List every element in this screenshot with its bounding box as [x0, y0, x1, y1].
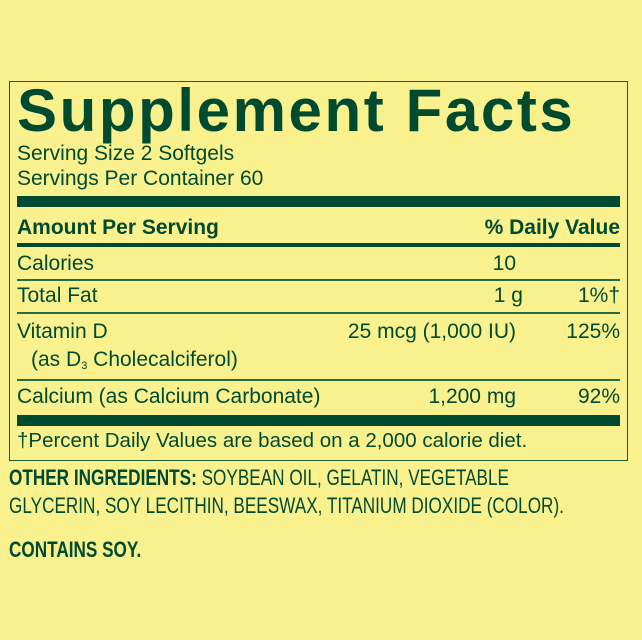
supplement-facts-panel	[9, 81, 628, 461]
row-calcium-name: Calcium (as Calcium Carbonate)	[17, 385, 321, 408]
row-vitamin-d-dv: 125%	[566, 320, 620, 343]
row-calories-name: Calories	[17, 252, 95, 275]
serving-size: Serving Size 2 Softgels	[17, 142, 235, 165]
source-suffix: Cholecalciferol)	[87, 348, 238, 371]
other-ingredients-line-1: OTHER INGREDIENTS: SOYBEAN OIL, GELATIN,…	[9, 465, 509, 491]
other-ingredients-label: OTHER INGREDIENTS:	[9, 465, 197, 490]
allergen-statement: CONTAINS SOY.	[9, 537, 142, 562]
row-divider	[17, 379, 620, 381]
other-ingredients-line-2: GLYCERIN, SOY LECITHIN, BEESWAX, TITANIU…	[9, 493, 564, 518]
row-divider	[17, 279, 620, 281]
row-total-fat-dv: 1%†	[577, 284, 620, 307]
row-total-fat-name: Total Fat	[17, 284, 98, 307]
source-subscript: 3	[81, 360, 88, 372]
thick-divider	[17, 415, 620, 426]
footnote: †Percent Daily Values are based on a 2,0…	[17, 429, 528, 452]
row-vitamin-d-amount: 25 mcg (1,000 IU)	[347, 320, 516, 343]
row-vitamin-d-name: Vitamin D	[17, 320, 108, 343]
row-calcium-amount: 1,200 mg	[428, 385, 516, 408]
other-ingredients-text: SOYBEAN OIL, GELATIN, VEGETABLE	[196, 465, 509, 490]
source-prefix: (as D	[31, 348, 82, 371]
amount-per-serving-header: Amount Per Serving	[17, 216, 219, 239]
row-calories-amount: 10	[492, 252, 516, 275]
panel-title: Supplement Facts	[17, 77, 576, 144]
thick-divider	[17, 196, 620, 207]
header-divider	[17, 243, 620, 247]
row-vitamin-d-source: (as D3 Cholecalciferol)	[31, 348, 238, 378]
row-total-fat-amount: 1 g	[493, 284, 523, 307]
servings-per-container: Servings Per Container 60	[17, 167, 264, 190]
row-calcium-dv: 92%	[577, 385, 620, 408]
daily-value-header: % Daily Value	[484, 216, 620, 239]
row-divider	[17, 312, 620, 314]
